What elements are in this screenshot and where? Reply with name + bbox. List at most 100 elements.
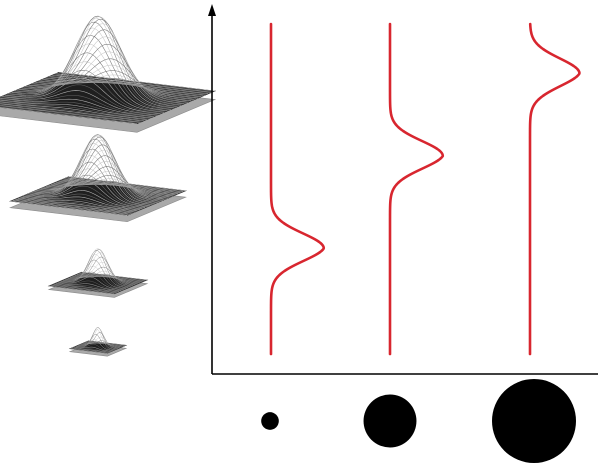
mesh-line — [13, 35, 170, 111]
mesh-line — [55, 73, 212, 93]
mesh-line — [17, 197, 135, 213]
mesh-line — [57, 280, 123, 291]
red-curve-2 — [388, 22, 445, 356]
mesh-line — [0, 101, 148, 120]
mesh-line — [87, 341, 126, 346]
mesh-line — [69, 348, 108, 354]
mesh-line — [78, 273, 144, 282]
disc-small — [261, 412, 279, 430]
mesh-line — [71, 266, 137, 285]
mesh-line — [78, 329, 116, 350]
mesh-line — [35, 143, 153, 205]
mesh-line — [6, 69, 163, 114]
mesh-line — [57, 72, 214, 92]
mesh-line — [36, 138, 154, 205]
mesh-line — [74, 346, 112, 352]
surface-plot-large — [0, 15, 217, 133]
mesh-line — [54, 180, 172, 197]
red-curve-1 — [269, 22, 326, 356]
mesh-line — [64, 178, 182, 193]
mesh-line — [35, 64, 192, 102]
mesh-line — [30, 43, 187, 104]
mesh-line — [49, 166, 167, 200]
mesh-line — [81, 271, 148, 281]
mesh-line — [52, 74, 209, 95]
mesh-line — [88, 340, 127, 346]
mesh-line — [68, 176, 186, 192]
mesh-line — [33, 58, 190, 102]
surface-plots — [0, 15, 217, 357]
mesh-line — [3, 84, 160, 115]
mesh-line — [59, 271, 125, 290]
mesh-line — [52, 284, 118, 293]
mesh-line — [36, 70, 193, 101]
curves — [269, 22, 581, 356]
mesh-line — [0, 98, 153, 118]
mesh-line — [10, 200, 128, 216]
mesh-line — [0, 99, 151, 119]
mesh-line — [54, 283, 121, 292]
y-axis-arrow-icon — [208, 4, 216, 16]
mesh-line — [31, 51, 188, 103]
mesh-line — [62, 254, 129, 289]
mesh-line — [0, 102, 146, 121]
mesh-line — [30, 168, 148, 208]
mesh-line — [86, 341, 125, 347]
surface-plot-medium — [9, 134, 187, 223]
mesh-line — [61, 259, 128, 289]
mesh-line — [12, 199, 130, 215]
mesh-line — [9, 52, 166, 112]
disc-medium — [363, 394, 417, 448]
mesh-line — [80, 272, 146, 281]
mesh-line — [16, 21, 173, 110]
mesh-line — [11, 200, 129, 216]
axes — [208, 4, 598, 375]
mesh-line — [63, 178, 181, 194]
mesh-line — [77, 333, 115, 351]
mesh-line — [19, 197, 137, 212]
mesh-line — [0, 104, 143, 122]
mesh-line — [15, 198, 133, 214]
mesh-line — [50, 171, 168, 199]
mesh-line — [0, 100, 149, 120]
mesh-line — [60, 265, 127, 290]
mesh-line — [72, 270, 138, 285]
mesh-line — [26, 185, 144, 209]
mesh-line — [51, 284, 117, 294]
mesh-line — [38, 74, 195, 100]
discs — [261, 379, 576, 463]
mesh-line — [0, 97, 154, 117]
mesh-line — [66, 177, 184, 193]
mesh-line — [48, 285, 115, 295]
mesh-line — [52, 175, 170, 198]
mesh-line — [81, 332, 119, 349]
mesh-line — [16, 198, 134, 213]
mesh-line — [40, 77, 197, 100]
mesh-line — [73, 273, 139, 284]
mesh-line — [18, 17, 175, 109]
surface-plot-small — [47, 248, 149, 298]
mesh-line — [62, 179, 180, 194]
mesh-line — [53, 178, 171, 198]
mesh-line — [71, 347, 110, 353]
mesh-line — [55, 282, 122, 292]
mesh-line — [0, 103, 144, 122]
disc-large — [492, 379, 576, 463]
mesh-line — [31, 161, 149, 207]
mesh-line — [53, 283, 120, 293]
mesh-line — [8, 61, 165, 113]
mesh-line — [76, 339, 114, 351]
mesh-line — [20, 196, 138, 212]
mesh-line — [83, 340, 121, 348]
mesh-line — [21, 196, 139, 211]
mesh-line — [22, 195, 141, 211]
mesh-line — [14, 199, 132, 214]
mesh-line — [70, 348, 109, 353]
mesh-line — [25, 190, 143, 210]
mesh-line — [0, 106, 139, 124]
mesh-line — [0, 95, 156, 117]
mesh-line — [58, 71, 216, 92]
mesh-line — [50, 285, 116, 294]
